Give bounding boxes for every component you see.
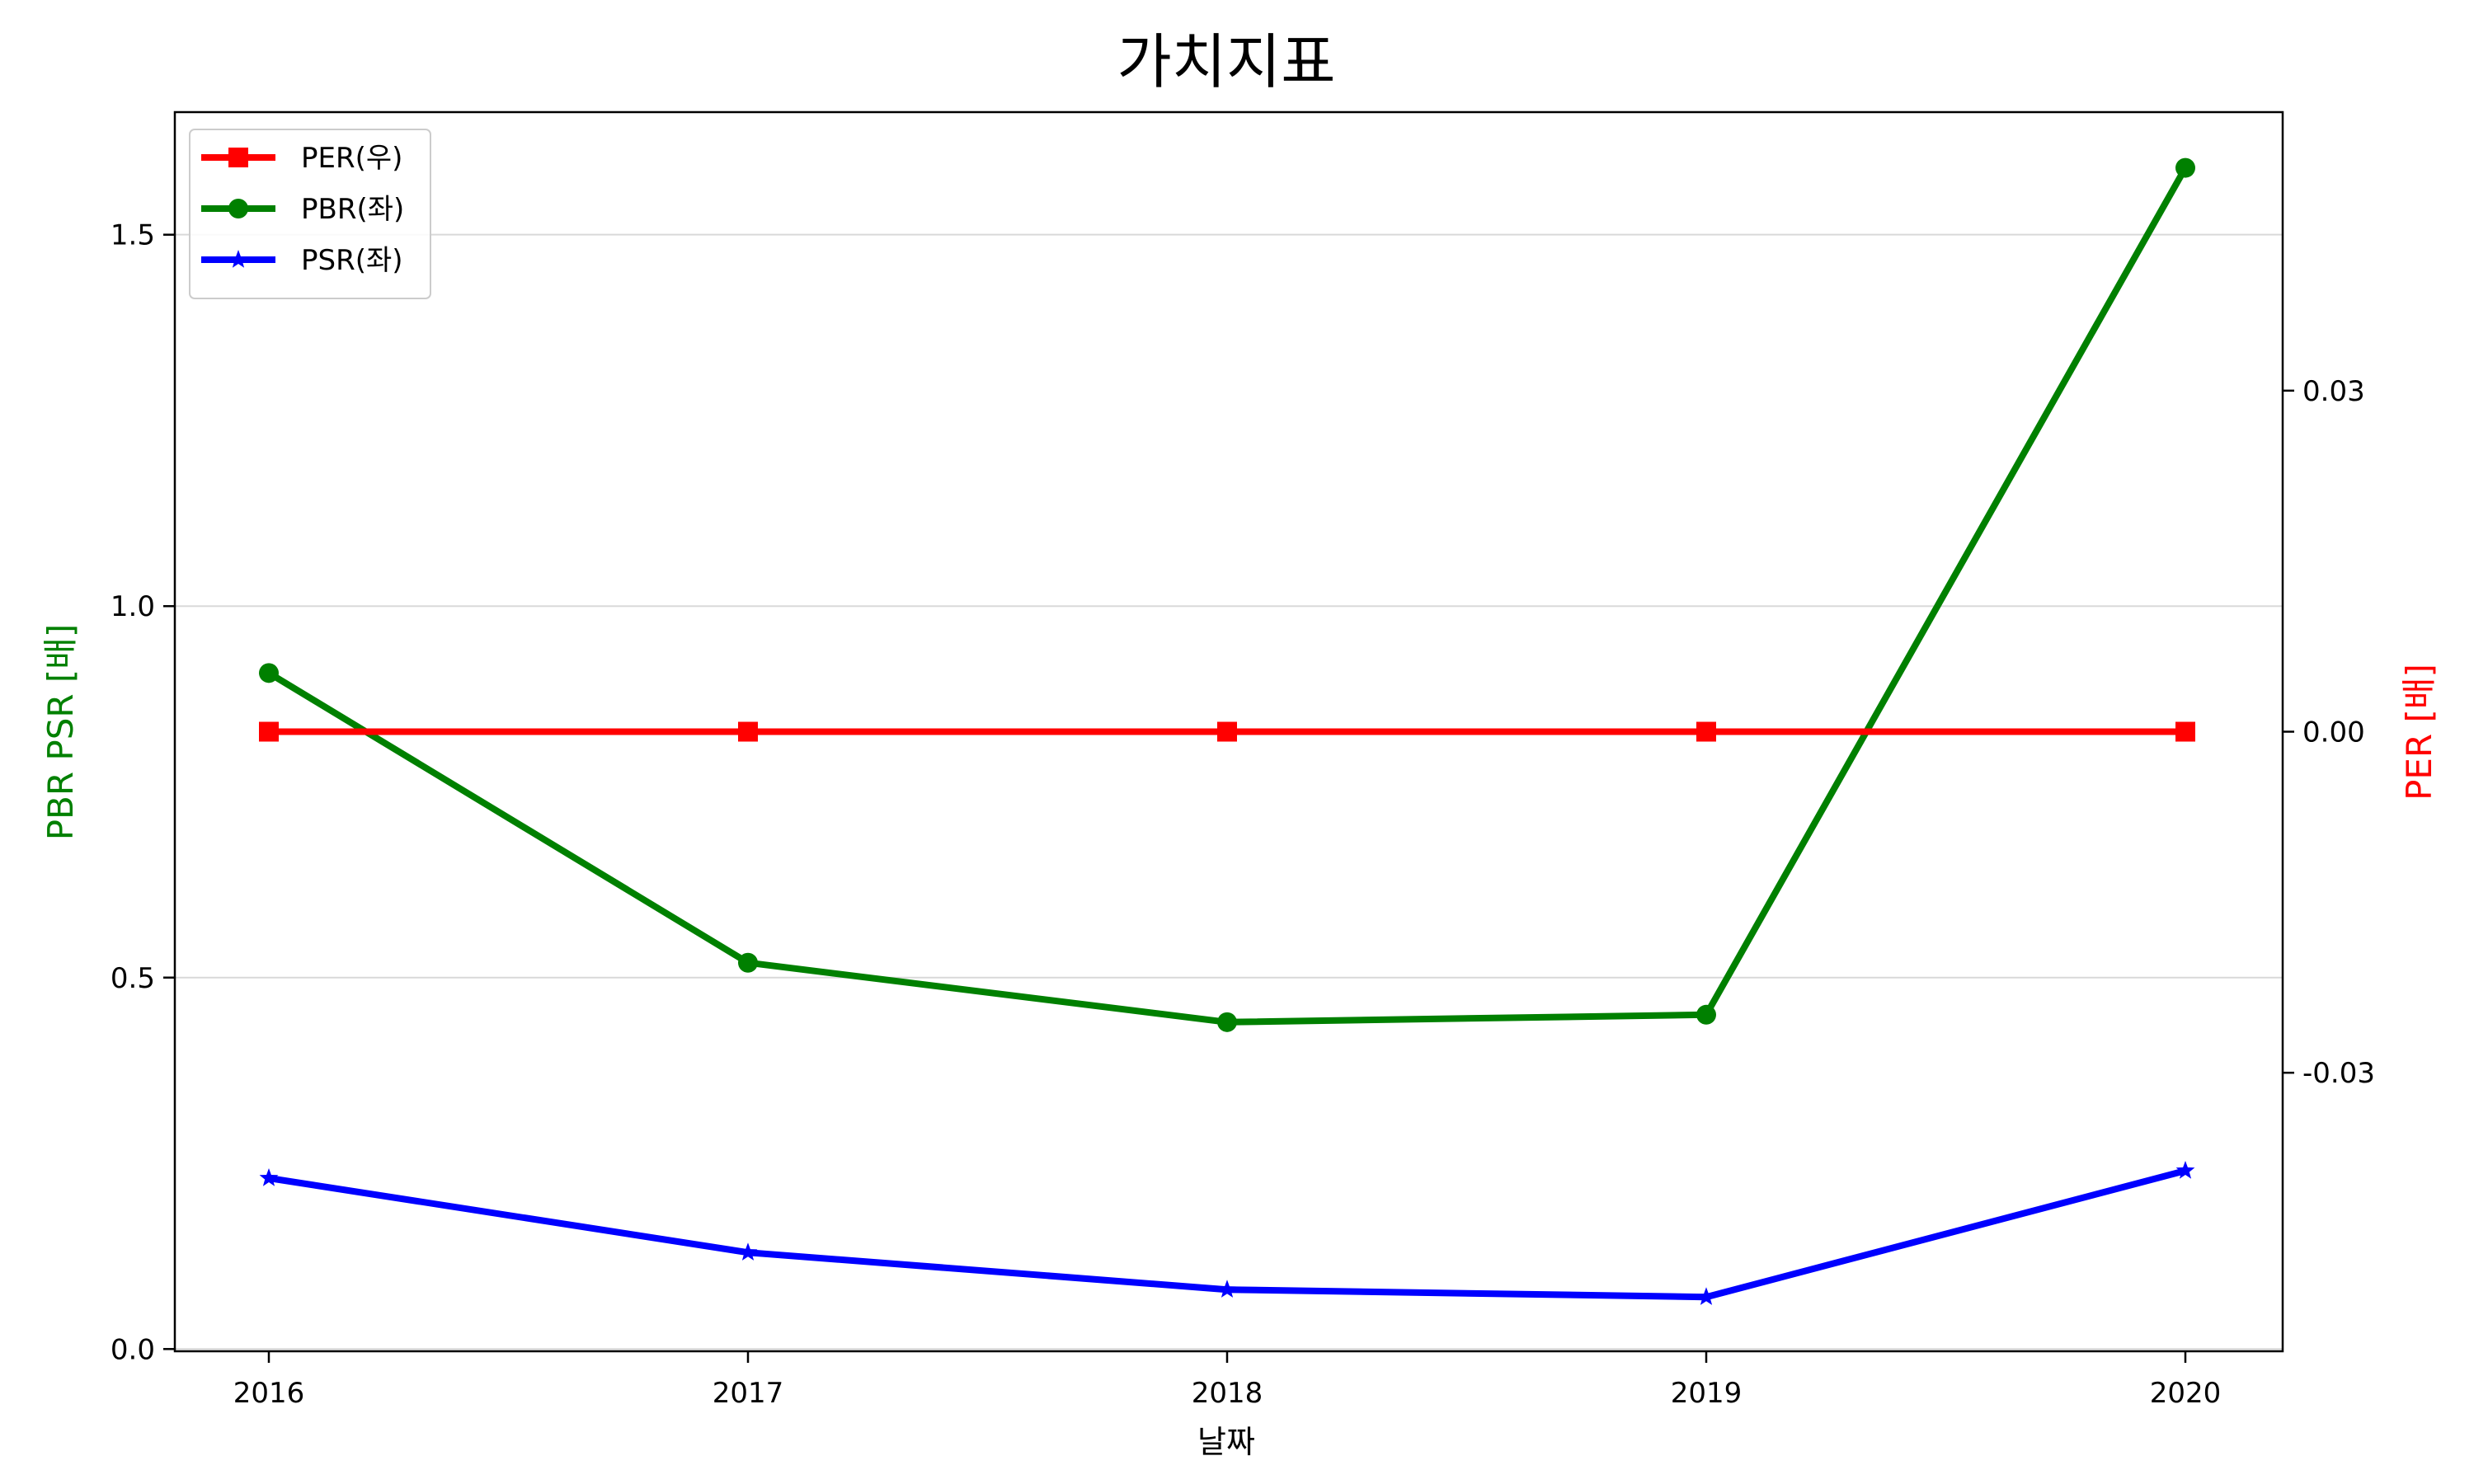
x-tick-label-0: 2016: [233, 1377, 305, 1410]
series-2-point-4: [2175, 1161, 2195, 1179]
left-tick-label-2: 1.0: [111, 590, 155, 623]
series-1-point-2: [1217, 1012, 1237, 1032]
left-tick-label-1: 0.5: [111, 962, 155, 995]
series-2-point-0: [259, 1168, 279, 1186]
series-1-point-3: [1696, 1004, 1716, 1025]
x-axis: 2016 2017 2018 2019 2020: [233, 1351, 2222, 1410]
legend-swatch-marker-2: [228, 250, 248, 268]
right-tick-label-0: -0.03: [2302, 1057, 2375, 1090]
x-tick-label-1: 2017: [713, 1377, 784, 1410]
series-1-point-4: [2175, 157, 2195, 178]
series-0-point-1: [738, 721, 758, 742]
x-tick-label-3: 2019: [1671, 1377, 1743, 1410]
right-tick-label-2: 0.03: [2302, 375, 2365, 408]
series-0-point-4: [2175, 721, 2195, 742]
grid-lines: [175, 233, 2283, 1350]
right-y-axis: -0.03 0.00 0.03: [2283, 375, 2375, 1090]
legend-swatch-marker-0: [228, 148, 248, 167]
legend-label-0: PER(우): [301, 142, 402, 175]
series-2-point-2: [1217, 1280, 1237, 1298]
x-axis-label: 날짜: [1197, 1424, 1255, 1460]
series-1-point-0: [259, 663, 279, 683]
left-y-axis: 0.0 0.5 1.0 1.5: [111, 219, 175, 1366]
legend-swatch-marker-1: [228, 199, 248, 218]
legend-box: [189, 129, 431, 299]
series-1-point-1: [738, 952, 758, 973]
series-0-point-3: [1696, 721, 1716, 742]
chart-title: 가치지표: [1117, 27, 1336, 96]
left-tick-label-0: 0.0: [111, 1333, 155, 1366]
right-tick-label-1: 0.00: [2302, 716, 2365, 749]
legend-label-1: PBR(좌): [301, 193, 404, 226]
x-tick-label-2: 2018: [1192, 1377, 1263, 1410]
series-layer: [259, 157, 2195, 1305]
series-0: [259, 721, 2195, 742]
left-tick-label-3: 1.5: [111, 219, 155, 252]
legend-label-2: PSR(좌): [301, 244, 403, 277]
left-y-axis-label: PBR PSR [배]: [40, 624, 81, 841]
x-tick-label-4: 2020: [2150, 1377, 2222, 1410]
right-y-axis-label: PER [배]: [2399, 664, 2439, 801]
series-2: [259, 1161, 2195, 1305]
legend: PER(우) PBR(좌) PSR(좌): [189, 129, 431, 299]
series-2-point-1: [738, 1242, 758, 1261]
series-0-point-0: [259, 721, 279, 742]
series-0-point-2: [1217, 721, 1237, 742]
series-2-point-3: [1696, 1287, 1716, 1305]
